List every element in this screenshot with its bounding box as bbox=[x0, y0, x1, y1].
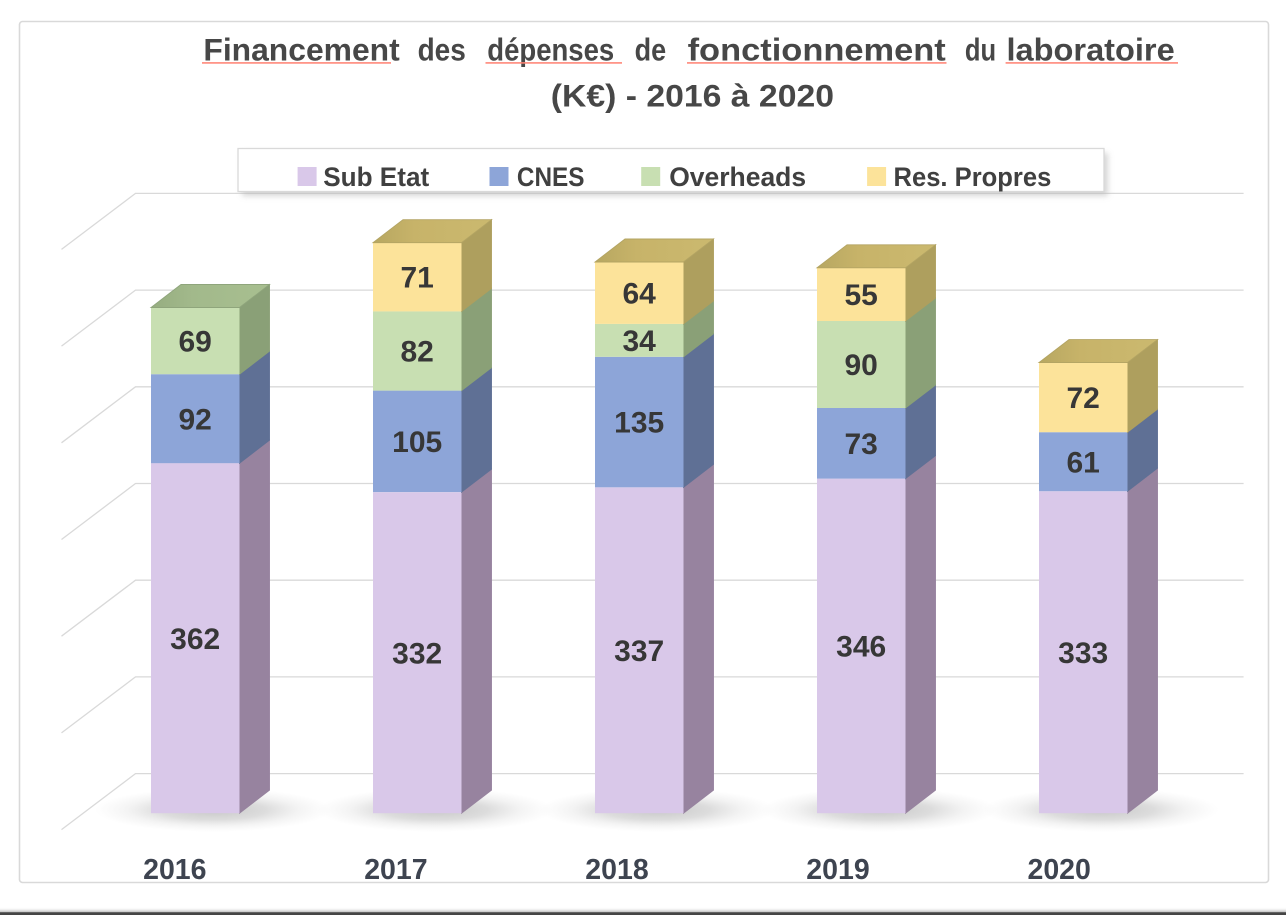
svg-text:Res. Propres: Res. Propres bbox=[894, 162, 1052, 192]
svg-text:135: 135 bbox=[614, 407, 664, 440]
svg-text:dépenses: dépenses bbox=[487, 32, 614, 68]
svg-text:72: 72 bbox=[1067, 382, 1100, 415]
svg-text:90: 90 bbox=[845, 349, 878, 382]
svg-text:64: 64 bbox=[623, 278, 657, 311]
svg-text:2020: 2020 bbox=[1027, 854, 1090, 886]
svg-text:de: de bbox=[635, 32, 667, 68]
svg-text:92: 92 bbox=[179, 403, 212, 436]
svg-text:des: des bbox=[418, 32, 466, 68]
svg-text:34: 34 bbox=[623, 325, 657, 358]
svg-text:61: 61 bbox=[1067, 446, 1100, 479]
svg-text:2016: 2016 bbox=[143, 854, 206, 886]
svg-text:CNES: CNES bbox=[517, 162, 585, 192]
svg-text:105: 105 bbox=[392, 426, 442, 459]
svg-text:69: 69 bbox=[179, 325, 212, 358]
svg-text:du: du bbox=[965, 32, 996, 68]
svg-text:346: 346 bbox=[836, 631, 886, 664]
svg-text:2017: 2017 bbox=[364, 854, 427, 886]
svg-text:337: 337 bbox=[614, 635, 664, 668]
svg-text:82: 82 bbox=[401, 336, 434, 369]
svg-text:Sub Etat: Sub Etat bbox=[323, 162, 429, 192]
svg-text:332: 332 bbox=[392, 637, 442, 670]
svg-text:55: 55 bbox=[845, 279, 878, 312]
svg-text:(K€) - 2016 à 2020: (K€) - 2016 à 2020 bbox=[551, 78, 834, 114]
svg-text:2018: 2018 bbox=[585, 854, 648, 886]
svg-text:Financement: Financement bbox=[203, 32, 400, 68]
svg-text:73: 73 bbox=[845, 428, 878, 461]
svg-text:71: 71 bbox=[401, 262, 434, 295]
svg-text:fonctionnement: fonctionnement bbox=[688, 32, 947, 68]
svg-text:laboratoire: laboratoire bbox=[1007, 32, 1175, 68]
svg-text:Overheads: Overheads bbox=[669, 162, 806, 192]
svg-text:333: 333 bbox=[1058, 637, 1108, 670]
svg-text:2019: 2019 bbox=[806, 854, 869, 886]
svg-text:362: 362 bbox=[170, 623, 220, 656]
